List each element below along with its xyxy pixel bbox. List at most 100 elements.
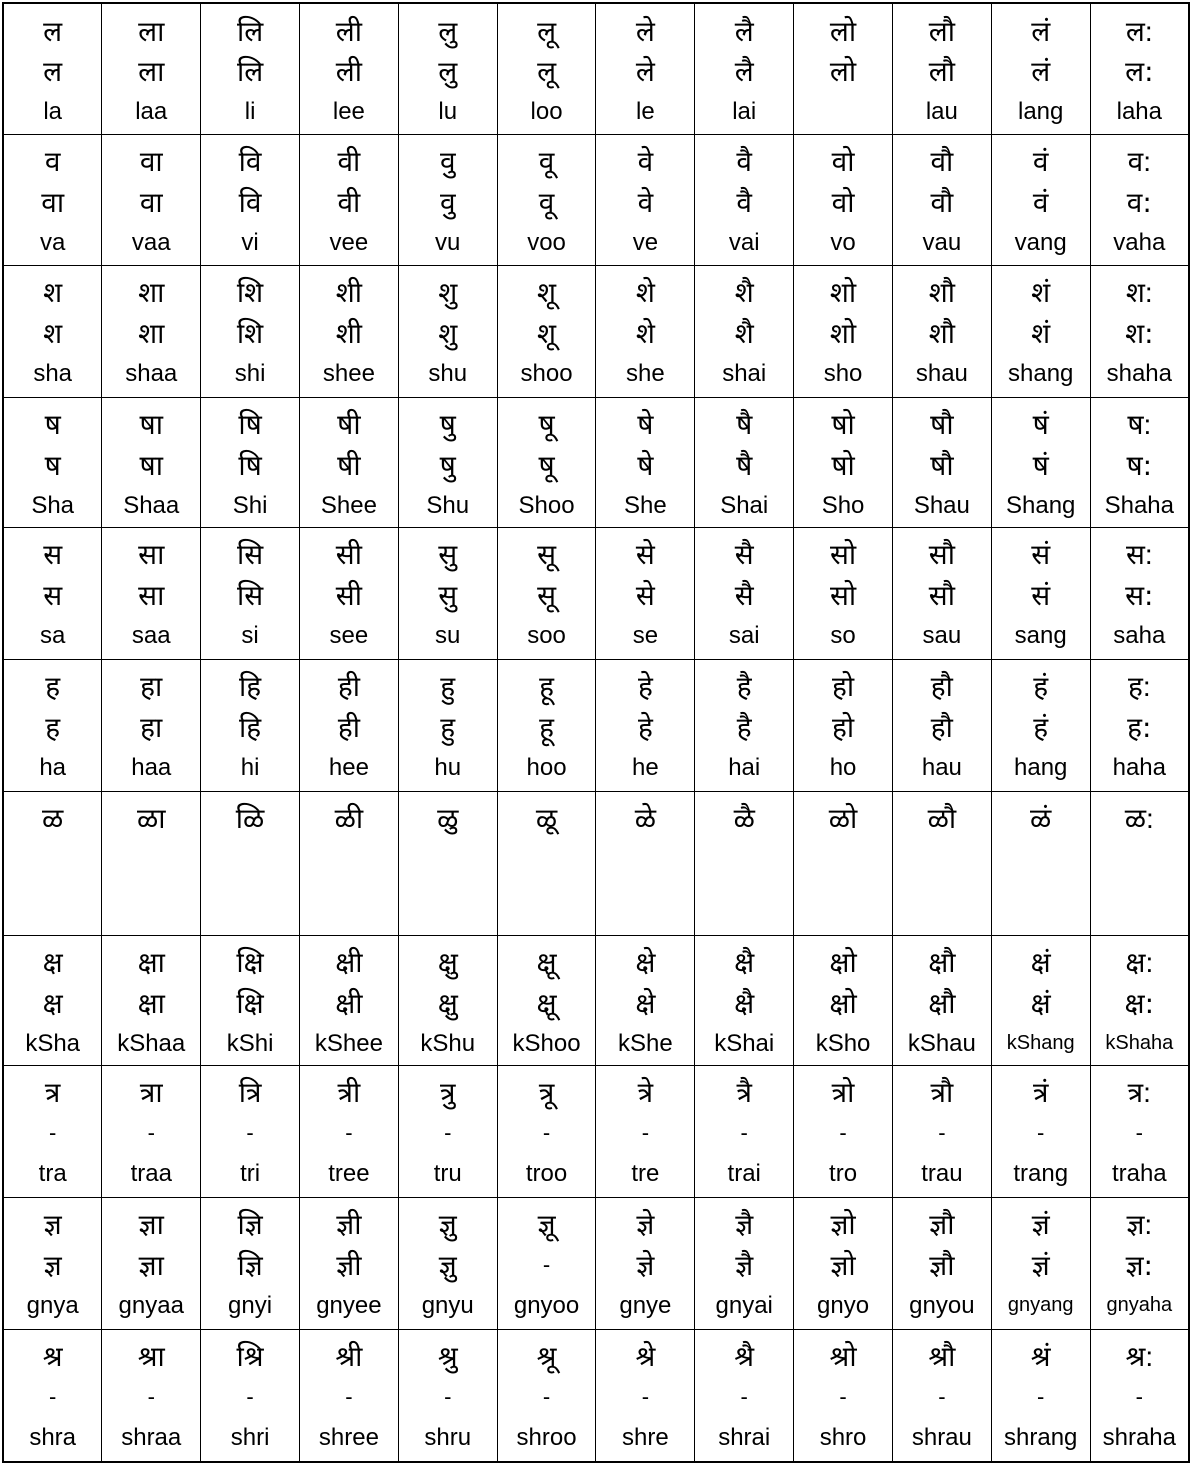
table-cell: ज्ञ ज्ञ gnya	[2, 1196, 103, 1330]
devanagari-line-2: श	[43, 316, 63, 350]
table-cell: वी वी vee	[298, 133, 399, 266]
table-cell: त्रं - trang	[990, 1064, 1091, 1198]
devanagari-line-1: शा	[138, 277, 165, 308]
cell-content: ष ष Sha	[4, 398, 101, 526]
devanagari-line-1: ळा	[136, 803, 166, 834]
devanagari-line-2: क्षौ	[928, 986, 956, 1020]
table-cell: हा हा haa	[101, 658, 202, 792]
romanization-label: tru	[433, 1159, 462, 1187]
devanagari-line-2: क्षू	[536, 986, 557, 1020]
table-row-gnya-row: ज्ञ ज्ञ gnya ज्ञा ज्ञा gnyaa ज्ञि ज्ञि gnyi ज्ञी ज…	[2, 1196, 1190, 1330]
cell-content: षं षं Shang	[992, 398, 1089, 526]
cell-content: शु शु shu	[399, 266, 496, 395]
table-row-sha-row: श श sha शा शा shaa शि शि shi शी शी shee शु शु shu शू शू s…	[2, 264, 1190, 398]
table-cell: वं वं vang	[990, 133, 1091, 266]
romanization-label	[300, 879, 397, 921]
devanagari-line-2: -	[542, 1383, 551, 1409]
cell-content: षो षो Sho	[795, 398, 892, 526]
devanagari-line-1: लु	[438, 15, 458, 47]
cell-content: ळू	[498, 792, 595, 921]
cell-content: क्ष: क्ष: kShaha	[1091, 936, 1188, 1064]
cell-content: ला ला laa	[103, 4, 200, 133]
devanagari-line-1: ज्ञी	[336, 1209, 362, 1240]
romanization-label: kShang	[1006, 1032, 1075, 1054]
devanagari-line-2: सौ	[928, 578, 955, 612]
devanagari-line-1: ळी	[334, 803, 364, 834]
devanagari-line-1: षै	[736, 409, 753, 440]
devanagari-line-1: सी	[335, 539, 362, 570]
devanagari-line-1: वि	[238, 146, 262, 177]
cell-content: षा षा Shaa	[103, 398, 200, 526]
cell-content: त्रं - trang	[992, 1066, 1089, 1195]
devanagari-line-1: त्रि	[238, 1077, 262, 1108]
devanagari-line-1: वे	[637, 146, 654, 177]
romanization-label: li	[244, 98, 256, 125]
table-cell: ळौ	[891, 790, 992, 936]
cell-content: ही ही hee	[300, 660, 397, 789]
devanagari-line-2: शा	[138, 316, 165, 350]
devanagari-line-1: श्रै	[734, 1341, 755, 1372]
table-cell: ही ही hee	[298, 658, 399, 792]
romanization-label: va	[39, 228, 66, 256]
devanagari-line-2: वा	[41, 185, 65, 219]
table-row-va-row: व वा va वा वा vaa वि वि vi वी वी vee वु वु vu वू वू voo वे…	[2, 133, 1190, 266]
devanagari-line-2: षि	[238, 448, 262, 482]
romanization-label: She	[624, 491, 667, 519]
devanagari-line-2: हो	[831, 710, 855, 744]
devanagari-line-1: शू	[537, 277, 557, 308]
romanization-label: vaa	[131, 228, 171, 256]
devanagari-line-1: ले	[635, 15, 655, 47]
table-cell: ळि	[200, 790, 300, 936]
devanagari-line-2: -	[839, 1119, 847, 1145]
table-cell: स: स: saha	[1089, 526, 1190, 660]
devanagari-line-1: वं	[1032, 146, 1049, 177]
devanagari-line-2: -	[444, 1119, 452, 1145]
romanization-label: shra	[29, 1423, 76, 1451]
table-cell: क्षि क्षि kShi	[200, 934, 300, 1066]
devanagari-line-1: ळ	[42, 803, 64, 834]
devanagari-line-2: वै	[736, 185, 752, 219]
table-cell: श्रि - shri	[200, 1328, 300, 1463]
romanization-label: haa	[131, 753, 172, 781]
devanagari-line-1: षं	[1032, 409, 1049, 440]
romanization-label: kShu	[420, 1029, 476, 1057]
devanagari-line-2	[893, 839, 990, 879]
devanagari-line-1: ज्ञ:	[1126, 1209, 1153, 1240]
devanagari-line-2: क्षु	[437, 986, 458, 1020]
romanization-label: he	[632, 753, 659, 781]
devanagari-line-1: शं	[1031, 277, 1051, 308]
devanagari-line-1: ळि	[235, 803, 265, 834]
devanagari-line-1: लि	[236, 15, 264, 47]
cell-content: क्षं क्षं kShang	[992, 936, 1089, 1064]
romanization-label: troo	[525, 1159, 568, 1187]
devanagari-line-1: ज्ञे	[636, 1209, 655, 1240]
romanization-label: tro	[829, 1159, 858, 1187]
cell-content: सू सू soo	[498, 528, 595, 657]
cell-content: ह ह ha	[4, 660, 101, 789]
devanagari-line-2: वू	[538, 185, 555, 219]
table-cell: ह ह ha	[2, 658, 103, 792]
devanagari-line-2: -	[938, 1119, 946, 1145]
table-cell: श: श: shaha	[1089, 264, 1190, 398]
romanization-label: Shoo	[518, 491, 575, 519]
cell-content: शी शी shee	[300, 266, 397, 395]
devanagari-line-2: शि	[236, 316, 264, 350]
romanization-label: shrang	[1004, 1423, 1078, 1451]
cell-content: हु हु hu	[399, 660, 496, 789]
table-cell: ज्ञं ज्ञं gnyang	[990, 1196, 1091, 1330]
cell-content: शि शि shi	[202, 266, 299, 395]
devanagari-line-1: षी	[337, 409, 361, 440]
table-cell: षौ षौ Shau	[891, 396, 992, 528]
table-cell: शो शो sho	[793, 264, 893, 398]
cell-content: ळे	[597, 792, 694, 921]
devanagari-line-2	[498, 839, 595, 879]
cell-content: ज्ञ: ज्ञ: gnyaha	[1091, 1198, 1188, 1327]
table-cell: ळै	[694, 790, 795, 936]
cell-content: वी वी vee	[300, 135, 397, 264]
devanagari-line-1: क्षु	[437, 947, 458, 978]
devanagari-line-2: व:	[1126, 185, 1152, 219]
romanization-label: shri	[230, 1423, 270, 1451]
romanization-label: tree	[328, 1159, 370, 1187]
cell-content: लू लू loo	[498, 4, 595, 133]
cell-content: लो लो	[795, 4, 892, 133]
